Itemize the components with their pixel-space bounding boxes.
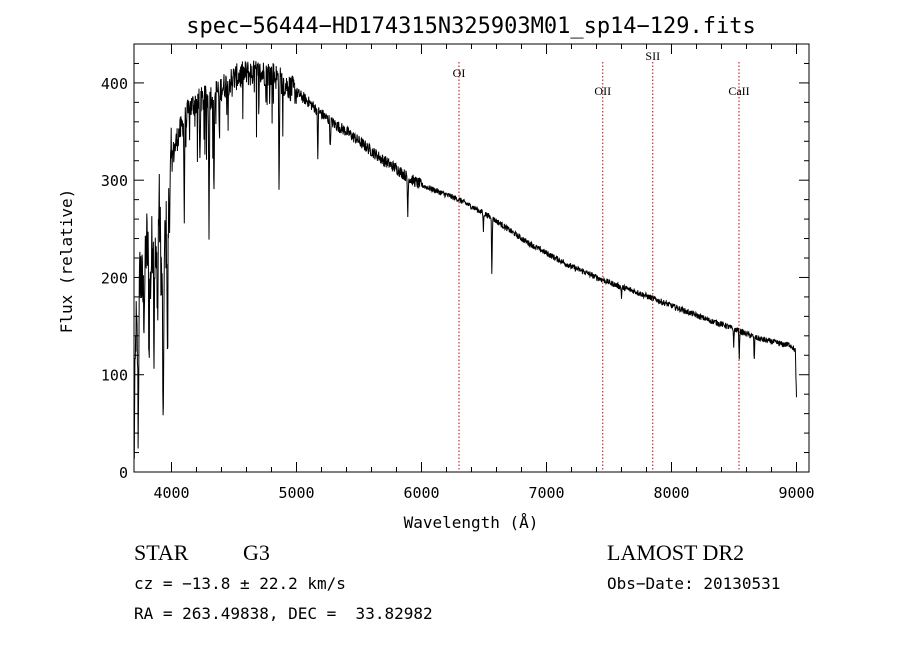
line-marker-label: SII bbox=[645, 49, 660, 63]
y-tick-label: 200 bbox=[101, 269, 128, 287]
x-tick-label: 9000 bbox=[778, 484, 814, 502]
chart-title: spec−56444−HD174315N325903M01_sp14−129.f… bbox=[186, 14, 756, 39]
y-tick-label: 0 bbox=[119, 464, 128, 482]
x-axis: 4000 5000 6000 7000 8000 9000 bbox=[153, 44, 815, 502]
x-tick-label: 8000 bbox=[653, 484, 689, 502]
x-tick-label: 4000 bbox=[153, 484, 189, 502]
y-tick-label: 400 bbox=[101, 75, 128, 93]
spectral-class: G3 bbox=[243, 540, 270, 565]
x-tick-label: 6000 bbox=[403, 484, 439, 502]
y-tick-label: 100 bbox=[101, 367, 128, 385]
survey-name: LAMOST DR2 bbox=[607, 540, 745, 565]
y-axis: 0 100 200 300 400 bbox=[101, 62, 809, 482]
line-markers: OI OII SII CaII bbox=[453, 49, 750, 472]
x-tick-label: 7000 bbox=[528, 484, 564, 502]
object-type: STAR bbox=[134, 540, 189, 565]
line-marker-label: CaII bbox=[728, 84, 749, 98]
redshift-info: cz = −13.8 ± 22.2 km/s bbox=[134, 574, 346, 593]
line-marker-label: OII bbox=[594, 84, 611, 98]
y-axis-label: Flux (relative) bbox=[57, 189, 76, 334]
obs-date: Obs−Date: 20130531 bbox=[607, 574, 781, 593]
line-marker-label: OI bbox=[453, 66, 466, 80]
x-tick-label: 5000 bbox=[278, 484, 314, 502]
plot-frame bbox=[133, 43, 810, 473]
y-tick-label: 300 bbox=[101, 172, 128, 190]
x-axis-label: Wavelength (Å) bbox=[404, 513, 539, 532]
spectrum-series bbox=[133, 60, 797, 459]
spectrum-line bbox=[133, 60, 797, 459]
coordinates-info: RA = 263.49838, DEC = 33.82982 bbox=[134, 604, 433, 623]
